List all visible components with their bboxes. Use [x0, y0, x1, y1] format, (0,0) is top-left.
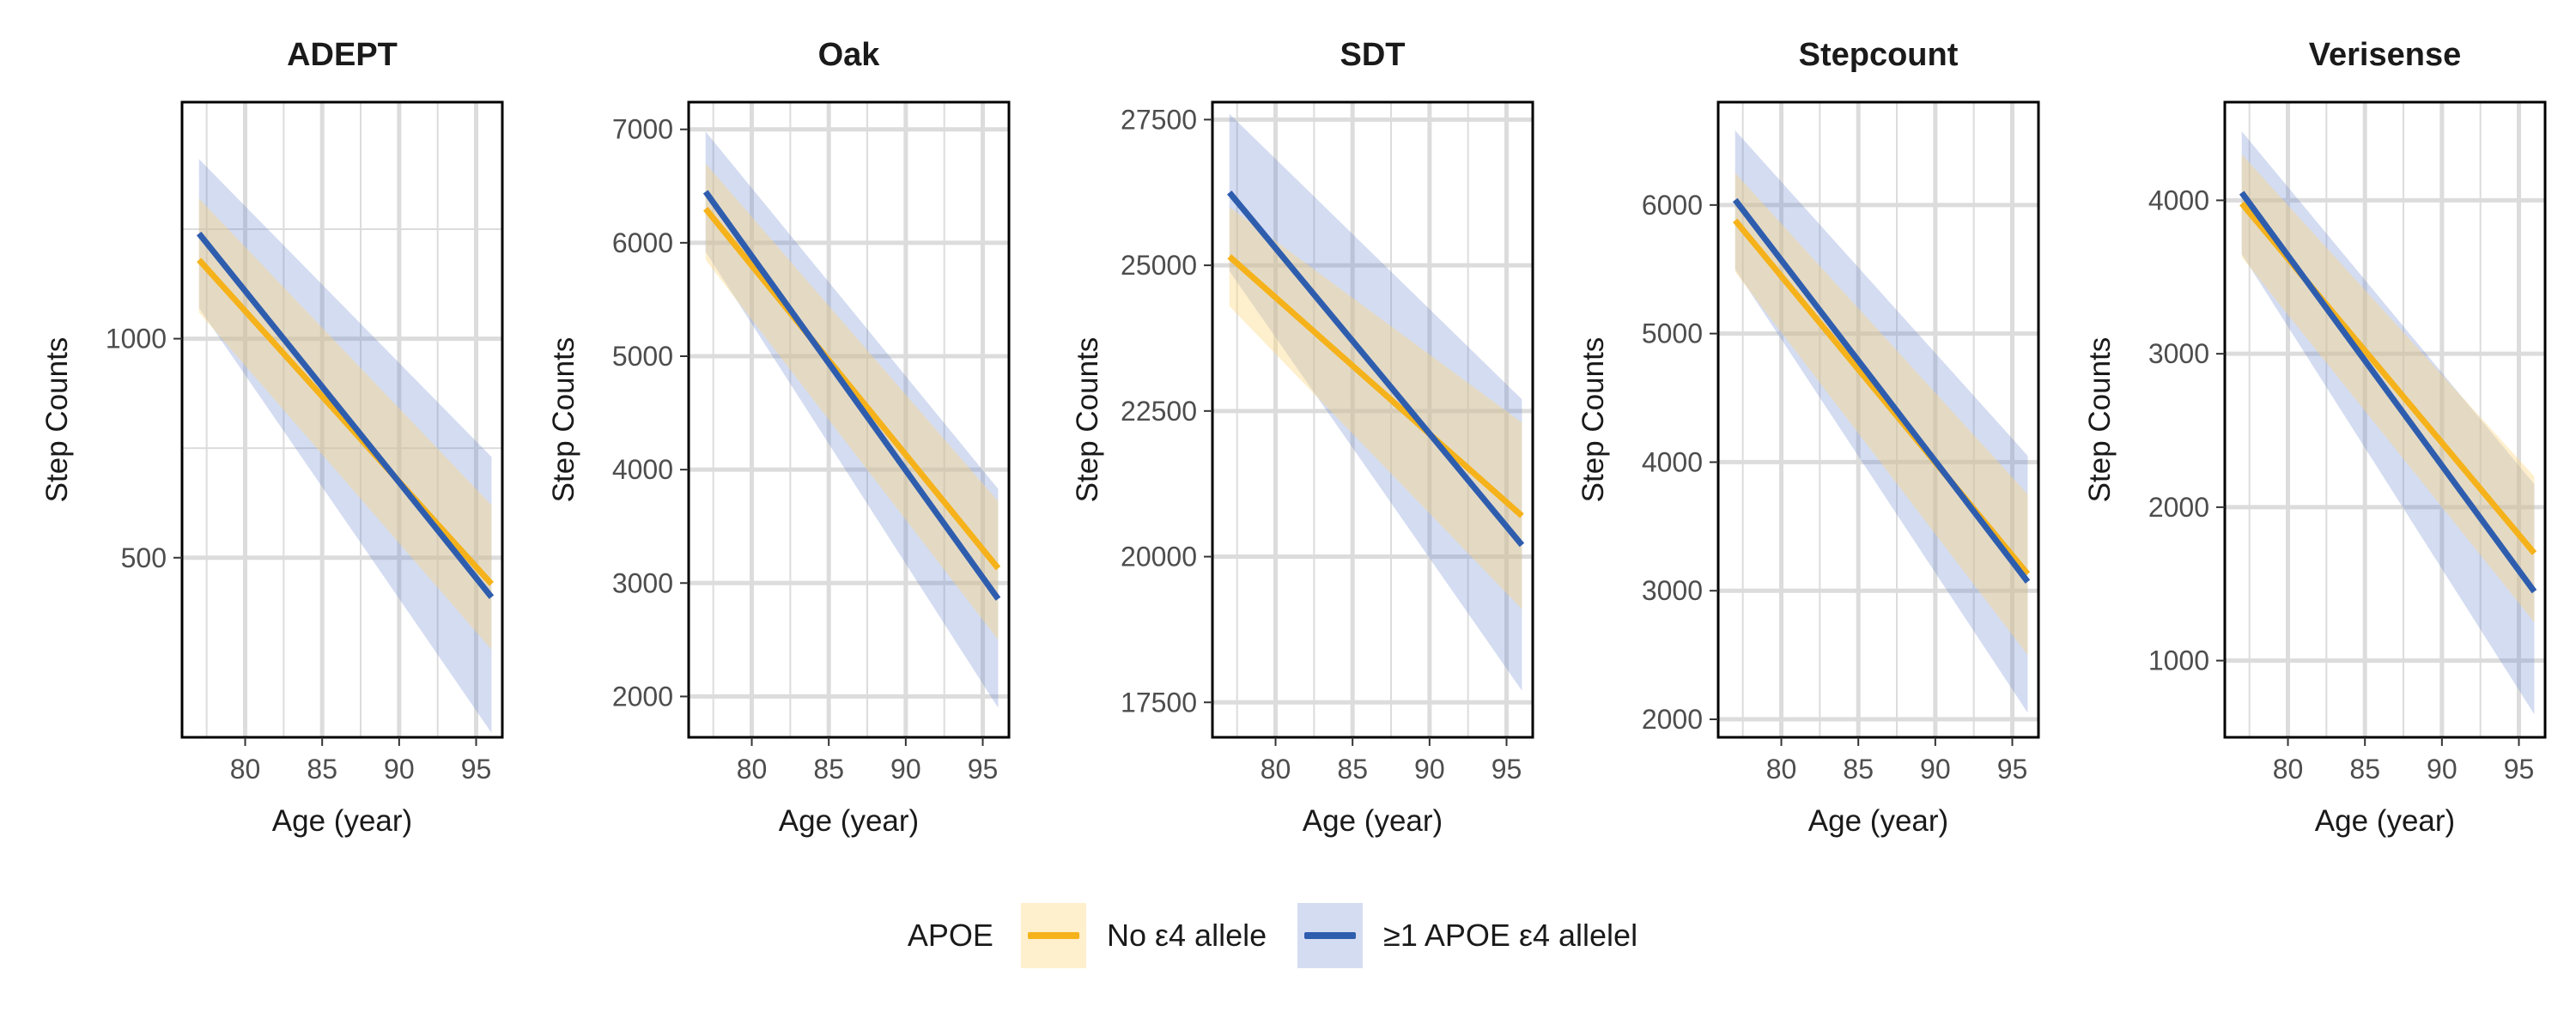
legend-label-no-e4: No ε4 allele [1106, 918, 1267, 953]
plot-area [1212, 102, 1533, 737]
x-tick-label: 95 [461, 754, 492, 785]
trend-line-no-e4 [703, 207, 1001, 571]
x-tick-label: 80 [230, 754, 261, 785]
y-tick-label: 4000 [1642, 446, 1703, 477]
y-tick-label: 5000 [1642, 318, 1703, 349]
x-tick-label: 90 [384, 754, 415, 785]
y-tick-label: 3000 [2148, 338, 2209, 369]
x-tick-label: 95 [1997, 754, 2028, 785]
ci-band-no-e4 [1229, 207, 1522, 609]
y-axis-label: Step Counts [1071, 337, 1104, 503]
panel-title: Oak [818, 37, 881, 73]
x-tick-label: 90 [1920, 754, 1951, 785]
trend-line-e4 [1732, 197, 2031, 584]
x-tick-label: 80 [1261, 754, 1291, 785]
panel-title: SDT [1340, 37, 1406, 73]
ci-band-e4 [705, 131, 999, 708]
x-tick-label: 80 [1766, 754, 1797, 785]
legend-key-no-e4 [1020, 903, 1086, 968]
x-tick-label: 90 [890, 754, 921, 785]
x-tick-label: 85 [2349, 754, 2380, 785]
y-tick-label: 3000 [1642, 575, 1703, 606]
y-axis-label: Step Counts [40, 337, 74, 503]
panel-oak: Oak 80 85 90 95 2000 3000 4000 5000 6000 7000 Age (… [547, 37, 1011, 838]
y-tick-label: 7000 [612, 114, 673, 145]
y-tick-label: 1000 [106, 324, 167, 354]
x-axis-label: Age (year) [2315, 804, 2455, 838]
panel-stepcount: Stepcount 80 85 90 95 2000 3000 4000 5000 6000 Age… [1577, 37, 2040, 838]
legend-label-e4: ≥1 APOE ε4 allelel [1383, 918, 1638, 953]
y-axis-label: Step Counts [2083, 337, 2117, 503]
trend-line-e4 [1227, 190, 1525, 548]
y-tick-label: 1000 [2148, 645, 2209, 676]
legend-title: APOE [907, 918, 993, 953]
x-tick-label: 95 [2504, 754, 2535, 785]
y-tick-label: 2000 [2148, 492, 2209, 523]
plot-area [689, 102, 1009, 737]
x-axis-label: Age (year) [1303, 804, 1443, 838]
ci-band-e4 [1229, 113, 1522, 691]
y-tick-label: 4000 [612, 454, 673, 485]
x-axis-label: Age (year) [779, 804, 919, 838]
ci-band-e4 [198, 159, 492, 733]
y-tick-label: 17500 [1121, 687, 1197, 718]
x-tick-label: 95 [968, 754, 999, 785]
panel-title: Stepcount [1799, 37, 1959, 73]
y-tick-label: 25000 [1121, 250, 1197, 281]
x-axis-label: Age (year) [272, 804, 412, 838]
y-tick-label: 6000 [612, 227, 673, 258]
legend-key-e4 [1297, 903, 1364, 968]
y-axis-label: Step Counts [1577, 337, 1610, 503]
x-tick-label: 95 [1492, 754, 1522, 785]
panel-verisense: Verisense 80 85 90 95 1000 2000 3000 4000 Age (ye… [2083, 37, 2547, 838]
trend-line-no-e4 [1227, 254, 1524, 518]
trend-line-e4 [2239, 191, 2537, 594]
y-tick-label: 4000 [2148, 185, 2209, 215]
x-tick-label: 85 [307, 754, 337, 785]
y-tick-label: 22500 [1121, 396, 1197, 427]
ci-band-no-e4 [705, 163, 999, 640]
x-tick-label: 90 [2427, 754, 2458, 785]
y-tick-label: 20000 [1121, 542, 1197, 573]
x-tick-label: 85 [1843, 754, 1874, 785]
x-tick-label: 80 [2273, 754, 2304, 785]
panel-title: ADEPT [287, 37, 398, 73]
panel-title: Verisense [2309, 37, 2461, 73]
panel-frame [1211, 100, 1534, 739]
y-tick-label: 2000 [612, 681, 673, 712]
panel-sdt: SDT 80 85 90 95 17500 20000 22500 25000 27500 Age … [1071, 37, 1534, 838]
trend-line-no-e4 [197, 258, 495, 586]
y-tick-label: 5000 [612, 341, 673, 372]
y-tick-label: 3000 [612, 567, 673, 598]
panel-frame [1716, 100, 2040, 739]
ci-band-e4 [2241, 130, 2535, 715]
plot-area [1718, 102, 2038, 737]
x-axis-label: Age (year) [1808, 804, 1948, 838]
legend-swatch-line [1027, 932, 1079, 939]
plot-area [182, 102, 502, 737]
y-tick-label: 27500 [1121, 104, 1197, 135]
x-tick-label: 85 [813, 754, 844, 785]
panel-frame [687, 100, 1011, 739]
y-tick-label: 2000 [1642, 704, 1703, 735]
legend-swatch-line [1304, 932, 1357, 939]
ci-band-e4 [1735, 130, 2028, 713]
y-tick-label: 6000 [1642, 190, 1703, 221]
trend-line-e4 [196, 231, 495, 599]
chart-legend: APOE No ε4 allele ≥1 APOE ε4 allelel [0, 901, 2576, 970]
panel-frame [2223, 100, 2547, 739]
x-tick-label: 90 [1414, 754, 1445, 785]
plot-area [2225, 102, 2545, 737]
y-tick-label: 500 [121, 542, 167, 573]
y-axis-label: Step Counts [547, 337, 580, 503]
x-tick-label: 85 [1337, 754, 1368, 785]
x-tick-label: 80 [737, 754, 768, 785]
trend-line-e4 [702, 190, 1001, 601]
panel-frame [180, 100, 504, 739]
panel-adept: ADEPT 80 85 90 95 500 1000 Age (year) Step Count… [40, 37, 504, 838]
